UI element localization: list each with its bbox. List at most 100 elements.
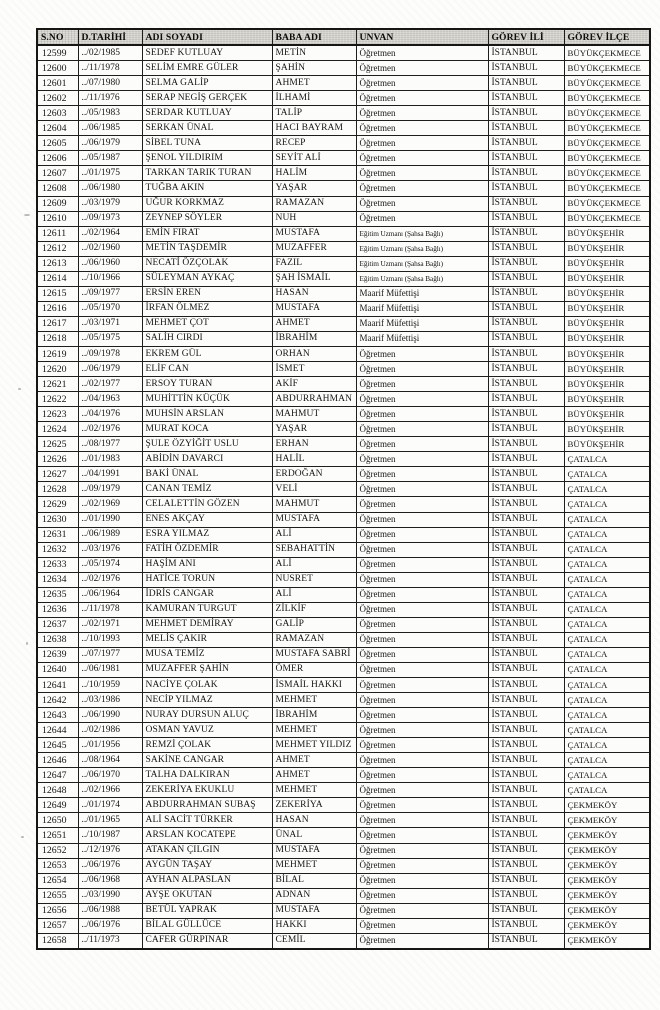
header-row: S.NO D.TARİHİ ADI SOYADI BABA ADI UNVAN GÖREV… [36, 28, 651, 47]
cell-dtarihi: ../07/1980 [77, 75, 143, 92]
cell-dtarihi: ../01/1974 [77, 797, 143, 814]
cell-unvan: Maarif Müfettişi [355, 330, 489, 347]
cell-dtarihi: ../06/1976 [77, 917, 143, 934]
cell-gorev-ili: İSTANBUL [487, 586, 565, 603]
cell-dtarihi: ../04/1991 [77, 466, 143, 483]
cell-adi-soyadi: BAKİ ÜNAL [141, 466, 273, 483]
cell-unvan: Eğitim Uzmanı (Şahsa Bağlı) [355, 255, 489, 272]
cell-unvan: Öğretmen [355, 782, 489, 799]
cell-gorev-ili: İSTANBUL [487, 631, 565, 648]
cell-gorev-ilce: BÜYÜKŞEHİR [563, 300, 651, 317]
cell-gorev-ilce: ÇATALCA [563, 752, 651, 769]
cell-baba-adi: MAHMUT [271, 406, 357, 423]
cell-unvan: Öğretmen [355, 842, 489, 859]
table-row: 12656 ../06/1988 BETÜL YAPRAK MUSTAFA Öğretm… [36, 902, 651, 919]
cell-baba-adi: NUH [271, 210, 357, 227]
cell-dtarihi: ../05/1987 [77, 150, 143, 167]
cell-sno: 12651 [36, 827, 79, 844]
cell-gorev-ilce: BÜYÜKÇEKMECE [563, 210, 651, 227]
table-row: 12647 ../06/1970 TALHA DALKIRAN AHMET Öğretm… [36, 767, 651, 784]
cell-sno: 12630 [36, 511, 79, 528]
cell-gorev-ili: İSTANBUL [487, 601, 565, 618]
cell-adi-soyadi: ATAKAN ÇILGIN [141, 842, 273, 859]
cell-gorev-ili: İSTANBUL [487, 376, 565, 393]
cell-baba-adi: ŞAH İSMAİL [271, 270, 357, 287]
cell-baba-adi: ERHAN [271, 436, 357, 453]
cell-gorev-ilce: BÜYÜKŞEHİR [563, 285, 651, 302]
table-row: 12625 ../08/1977 ŞULE ÖZYİĞİT USLU ERHAN Öğr… [36, 436, 651, 453]
cell-adi-soyadi: UĞUR KORKMAZ [141, 195, 273, 212]
cell-sno: 12609 [36, 195, 79, 212]
cell-baba-adi: ÖMER [271, 661, 357, 679]
column-header-gorev-ili: GÖREV İLİ [487, 28, 565, 47]
cell-gorev-ilce: ÇATALCA [563, 481, 651, 498]
cell-unvan: Öğretmen [355, 661, 489, 679]
cell-adi-soyadi: MEHMET DEMİRAY [141, 616, 273, 633]
scan-artifact [18, 388, 21, 390]
table-row: 12605 ../06/1979 SİBEL TUNA RECEP Öğretmen İS… [36, 135, 651, 152]
cell-dtarihi: ../07/1977 [77, 646, 143, 663]
cell-gorev-ili: İSTANBUL [487, 812, 565, 829]
cell-baba-adi: ŞAHİN [271, 60, 357, 77]
cell-dtarihi: ../02/1985 [77, 44, 143, 62]
cell-sno: 12619 [36, 345, 79, 363]
cell-gorev-ili: İSTANBUL [487, 722, 565, 739]
table-row: 12651 ../10/1987 ARSLAN KOCATEPE ÜNAL Öğretm… [36, 827, 651, 844]
cell-baba-adi: SEYİT ALİ [271, 150, 357, 167]
cell-baba-adi: HACI BAYRAM [271, 120, 357, 137]
table-body: 12599 ../02/1985 SEDEF KUTLUAY METİN Öğretme… [36, 44, 651, 950]
cell-sno: 12618 [36, 330, 79, 347]
cell-baba-adi: VELİ [271, 481, 357, 498]
cell-sno: 12653 [36, 857, 79, 874]
cell-gorev-ili: İSTANBUL [487, 692, 565, 709]
cell-sno: 12643 [36, 707, 79, 724]
cell-gorev-ilce: ÇATALCA [563, 646, 651, 663]
table-header: S.NO D.TARİHİ ADI SOYADI BABA ADI UNVAN GÖREV… [36, 28, 651, 47]
table-row: 12646 ../08/1964 SAKİNE CANGAR AHMET Öğretme… [36, 752, 651, 769]
cell-gorev-ili: İSTANBUL [487, 345, 565, 363]
cell-adi-soyadi: HAŞİM ANI [141, 556, 273, 573]
cell-baba-adi: ALİ [271, 556, 357, 573]
cell-adi-soyadi: AYGÜN TAŞAY [141, 857, 273, 874]
cell-unvan: Öğretmen [355, 616, 489, 633]
cell-dtarihi: ../09/1978 [77, 345, 143, 363]
cell-adi-soyadi: HATİCE TORUN [141, 571, 273, 588]
cell-gorev-ili: İSTANBUL [487, 44, 565, 62]
table-row: 12630 ../01/1990 ENES AKÇAY MUSTAFA Öğretmen… [36, 511, 651, 528]
cell-baba-adi: İLHAMİ [271, 90, 357, 107]
cell-unvan: Öğretmen [355, 827, 489, 844]
cell-adi-soyadi: NACİYE ÇOLAK [141, 677, 273, 694]
cell-sno: 12634 [36, 571, 79, 588]
column-header-unvan: UNVAN [355, 28, 489, 47]
cell-gorev-ili: İSTANBUL [487, 406, 565, 423]
cell-gorev-ilce: ÇATALCA [563, 661, 651, 679]
cell-gorev-ili: İSTANBUL [487, 255, 565, 272]
cell-unvan: Öğretmen [355, 692, 489, 709]
cell-gorev-ilce: ÇATALCA [563, 511, 651, 528]
table-row: 12609 ../03/1979 UĞUR KORKMAZ RAMAZAN Öğretm… [36, 195, 651, 212]
cell-adi-soyadi: BETÜL YAPRAK [141, 902, 273, 919]
cell-unvan: Öğretmen [355, 631, 489, 648]
cell-dtarihi: ../05/1970 [77, 300, 143, 317]
cell-gorev-ilce: BÜYÜKŞEHİR [563, 240, 651, 257]
table-row: 12632 ../03/1976 FATİH ÖZDEMİR SEBAHATTİN Öğ… [36, 541, 651, 558]
table-row: 12627 ../04/1991 BAKİ ÜNAL ERDOĞAN Öğretmen İ… [36, 466, 651, 483]
cell-gorev-ili: İSTANBUL [487, 195, 565, 212]
table-row: 12628 ../09/1979 CANAN TEMİZ VELİ Öğretmen İS… [36, 481, 651, 498]
cell-dtarihi: ../06/1981 [77, 661, 143, 679]
cell-baba-adi: İSMET [271, 361, 357, 378]
cell-gorev-ilce: ÇATALCA [563, 526, 651, 543]
cell-dtarihi: ../02/1971 [77, 616, 143, 633]
cell-gorev-ili: İSTANBUL [487, 857, 565, 874]
cell-gorev-ili: İSTANBUL [487, 571, 565, 588]
cell-unvan: Öğretmen [355, 887, 489, 904]
cell-gorev-ilce: ÇATALCA [563, 601, 651, 618]
table-row: 12610 ../09/1973 ZEYNEP SÖYLER NUH Öğretmen İ… [36, 210, 651, 227]
table-row: 12634 ../02/1976 HATİCE TORUN NUSRET Öğretme… [36, 571, 651, 588]
scan-artifact [21, 836, 24, 838]
cell-dtarihi: ../06/1989 [77, 526, 143, 543]
cell-dtarihi: ../11/1976 [77, 90, 143, 107]
cell-gorev-ilce: BÜYÜKÇEKMECE [563, 180, 651, 197]
cell-sno: 12629 [36, 496, 79, 513]
cell-sno: 12615 [36, 285, 79, 302]
